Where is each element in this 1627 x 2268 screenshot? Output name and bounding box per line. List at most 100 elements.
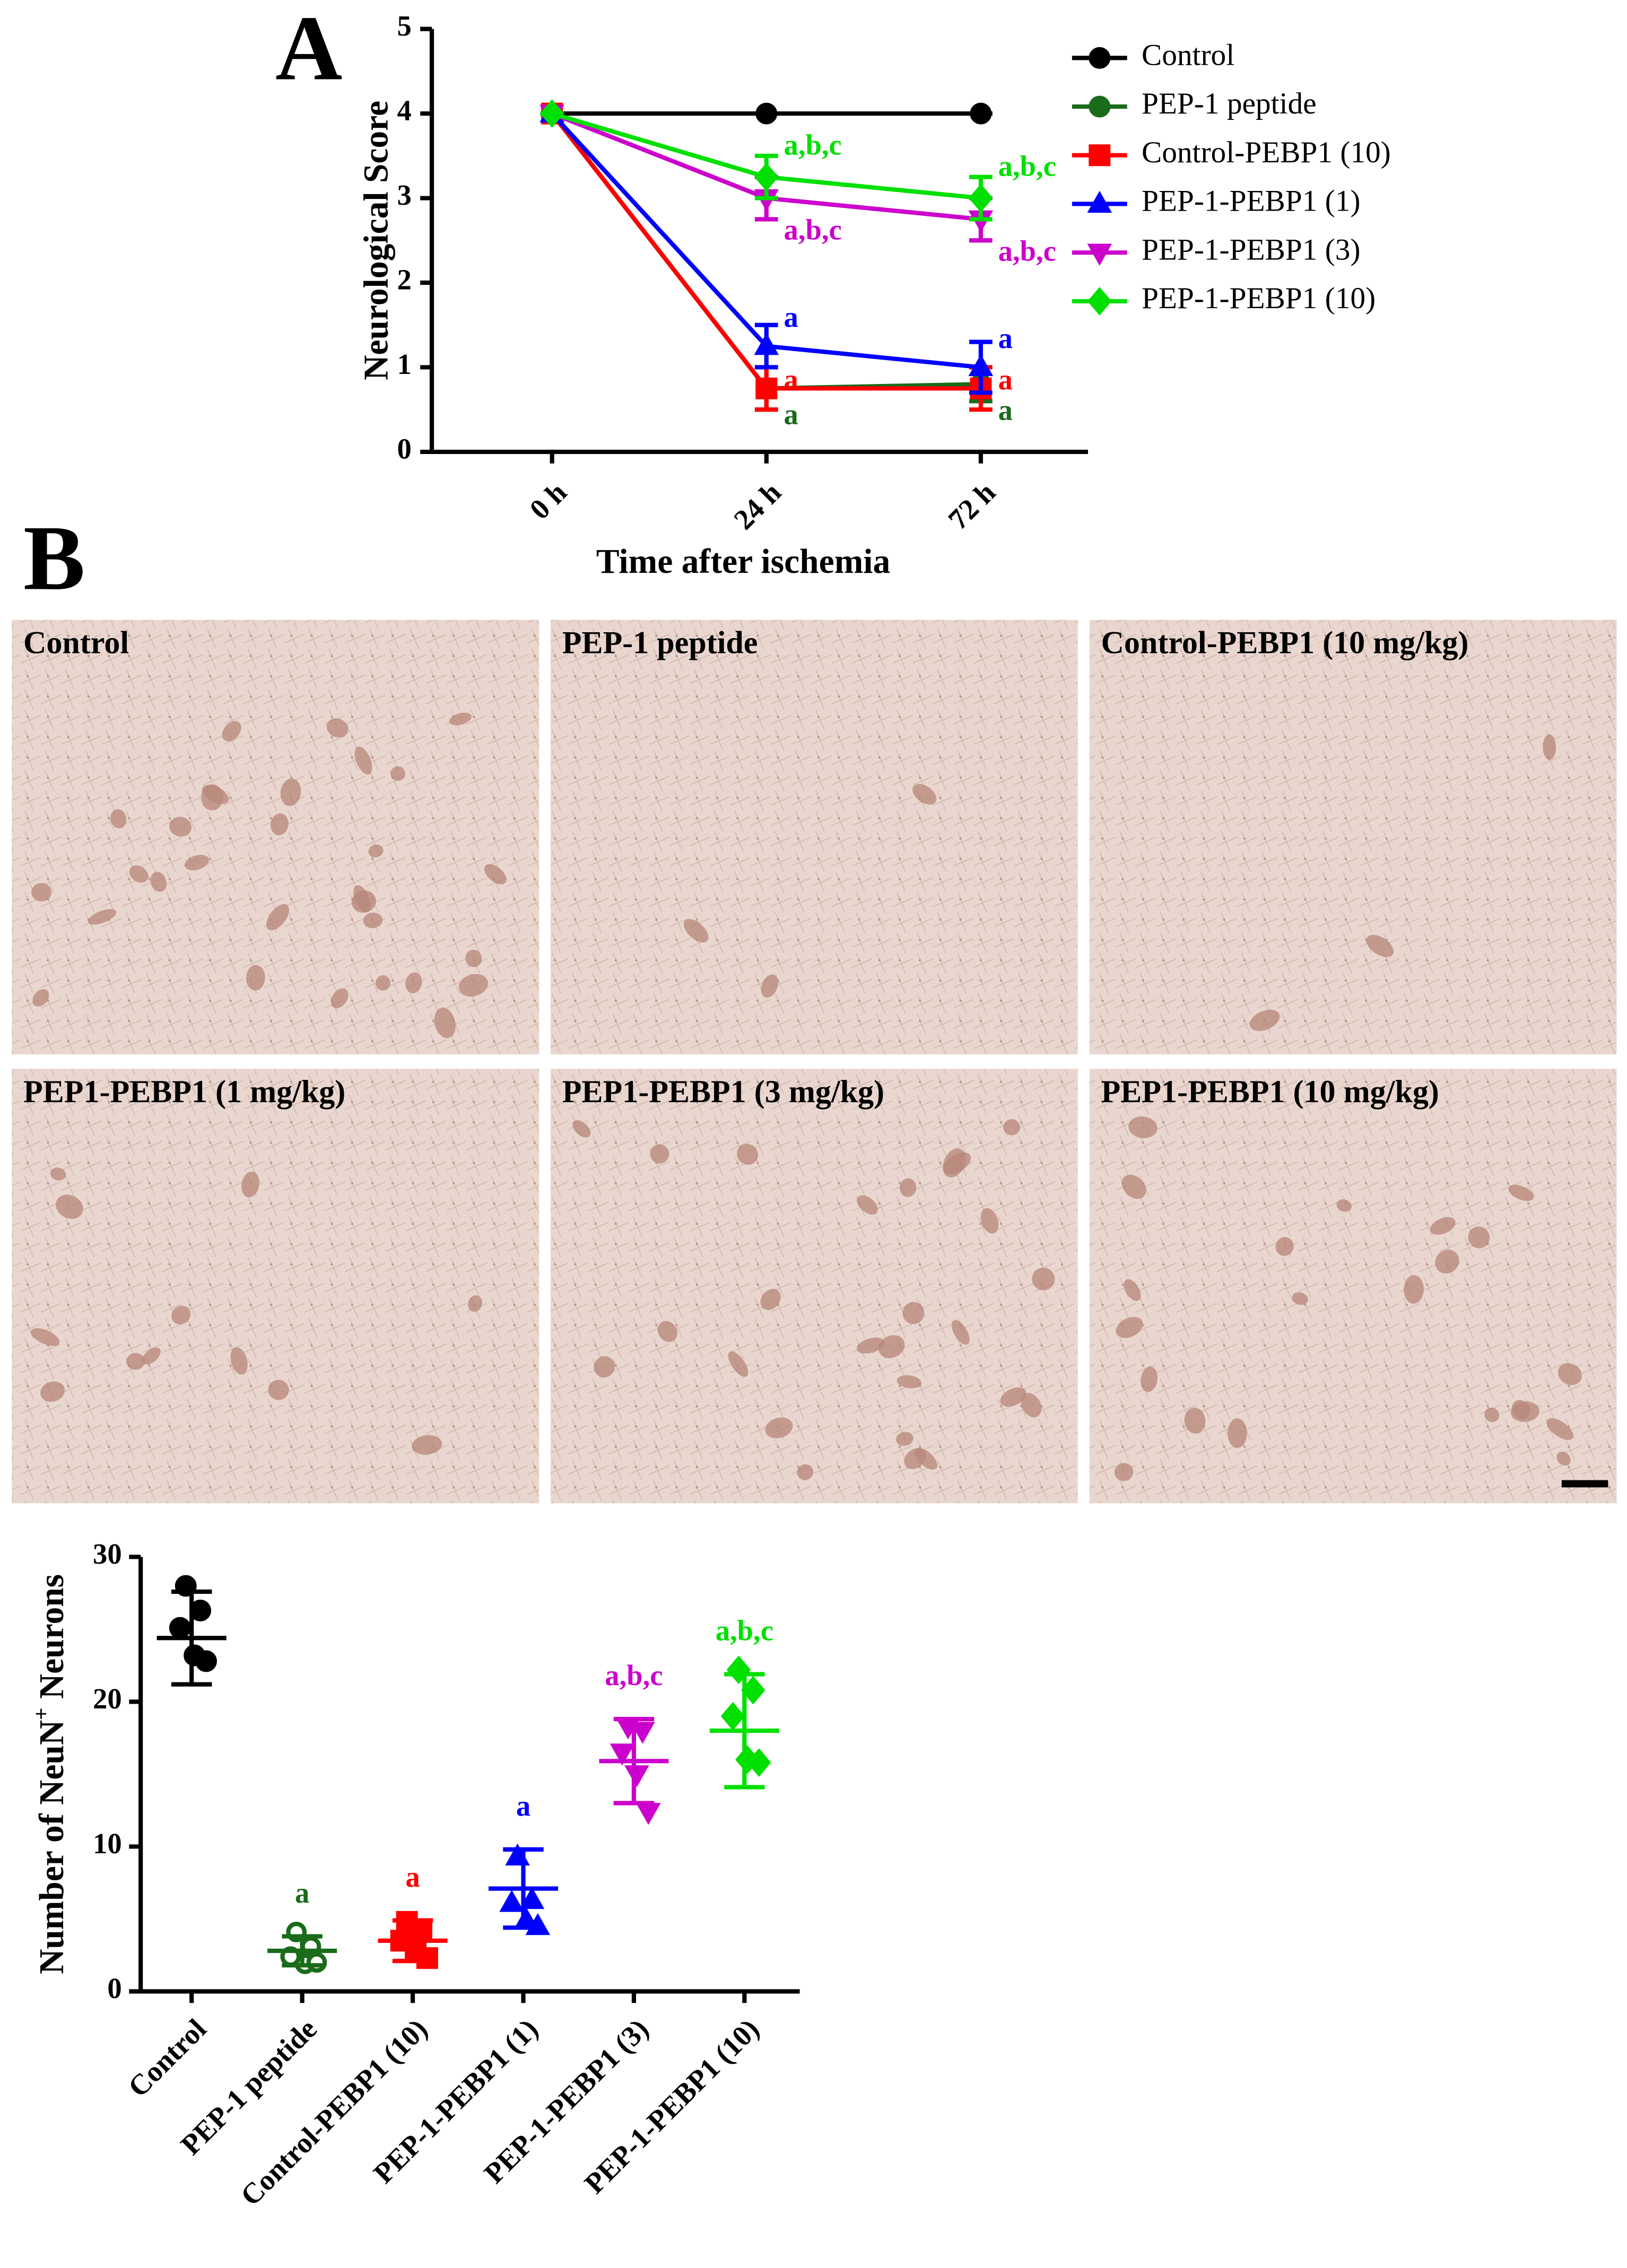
micrograph-label: PEP1-PEBP1 (3 mg/kg) (562, 1074, 884, 1109)
legend-marker (1089, 47, 1111, 69)
neuron (280, 778, 301, 806)
y-tick-label: 2 (397, 264, 411, 296)
neuron (326, 718, 349, 738)
neuron (1121, 1174, 1146, 1199)
neuron (1292, 1292, 1309, 1305)
neuron (1546, 1418, 1573, 1440)
legend-label: PEP-1-PEBP1 (10) (1142, 282, 1376, 315)
significance-label: a (405, 1861, 420, 1893)
data-point (969, 184, 993, 213)
panel-label: B (23, 506, 85, 609)
scale-bar (1561, 1480, 1608, 1488)
legend-marker (1089, 144, 1111, 167)
neuron (1032, 1268, 1055, 1290)
legend-label: PEP-1-PEBP1 (3) (1142, 233, 1361, 266)
significance-label: a (784, 301, 798, 333)
micrograph-image (12, 1069, 540, 1504)
x-axis-label: Time after ischemia (596, 543, 890, 581)
data-point (630, 1722, 655, 1744)
micrograph-label: PEP1-PEBP1 (10 mg/kg) (1101, 1074, 1439, 1109)
y-label-text: Neurons (33, 1574, 71, 1708)
neuron (110, 809, 127, 828)
y-tick-label: 30 (93, 1538, 122, 1570)
data-point (540, 99, 564, 128)
y-tick-label: 0 (397, 432, 411, 465)
neuron (1003, 1119, 1021, 1136)
micrograph: Control-PEBP1 (10 mg/kg) (1089, 620, 1617, 1054)
neuron (657, 1321, 677, 1342)
y-axis-label: Number of NeuN+ Neurons (29, 1574, 71, 1974)
neuron (142, 1347, 161, 1365)
data-point (624, 1765, 649, 1787)
neuron (1468, 1226, 1490, 1249)
micrograph-image (1089, 1069, 1617, 1504)
neuron (980, 1208, 999, 1234)
neuron (736, 1144, 759, 1165)
neuron (31, 1328, 60, 1346)
neuron (241, 1171, 259, 1198)
neuron (246, 965, 265, 991)
data-point (519, 1887, 545, 1909)
neuron (912, 783, 937, 805)
neuron (897, 1375, 922, 1389)
neuron (896, 1432, 913, 1446)
neuron (761, 974, 778, 998)
y-label-superscript: + (29, 1708, 53, 1720)
neuron (354, 746, 372, 775)
neuron (412, 1435, 442, 1455)
significance-label: a (998, 363, 1013, 396)
micrograph-image (550, 620, 1078, 1054)
neuron (857, 1195, 878, 1215)
data-point (970, 102, 992, 125)
neuron (390, 766, 405, 781)
neuron (1275, 1237, 1294, 1256)
significance-label: a,b,c (784, 129, 842, 161)
data-point (746, 1748, 771, 1777)
micrograph-image (12, 620, 540, 1054)
neuron (1021, 1393, 1041, 1418)
neuron (1124, 1279, 1141, 1301)
neuron (943, 1152, 971, 1174)
y-tick-label: 4 (397, 94, 411, 127)
y-tick-label: 3 (397, 179, 411, 211)
significance-label: a,b,c (998, 150, 1056, 182)
neuron (797, 1464, 814, 1480)
micrograph-label: Control (23, 625, 129, 660)
neuron (150, 871, 167, 892)
neuron (31, 883, 52, 902)
neuron (1116, 1316, 1143, 1338)
neuron (376, 975, 390, 991)
neuron (434, 1007, 456, 1039)
neuron (1114, 1463, 1134, 1481)
neuron (951, 1320, 970, 1345)
data-point (195, 1650, 217, 1672)
data-point (755, 102, 778, 125)
neuron (1556, 1451, 1571, 1466)
neuron (1543, 734, 1556, 760)
y-label-text: Number of NeuN (33, 1720, 71, 1974)
legend-label: Control-PEBP1 (10) (1142, 136, 1391, 169)
y-axis-label: Neurological Score (358, 101, 396, 380)
neuron (368, 844, 384, 858)
y-tick-label: 0 (107, 1972, 121, 2004)
y-tick-label: 20 (93, 1682, 122, 1715)
neuron (1558, 1363, 1582, 1385)
significance-label: a,b,c (998, 234, 1056, 267)
data-point (306, 1952, 327, 1973)
legend-marker (1087, 243, 1112, 266)
micrograph: PEP1-PEBP1 (1 mg/kg) (12, 1069, 540, 1504)
significance-label: a (998, 394, 1013, 426)
neuron (904, 1448, 926, 1469)
neuron (405, 972, 422, 993)
micrograph: Control (12, 620, 540, 1054)
neuron (856, 1337, 885, 1354)
panel-label: A (275, 0, 342, 99)
significance-label: a,b,c (784, 214, 842, 246)
data-point (968, 354, 994, 377)
data-point (610, 1743, 635, 1766)
data-point (754, 162, 779, 191)
neuron (683, 919, 709, 943)
micrograph: PEP1-PEBP1 (3 mg/kg) (550, 1069, 1078, 1504)
neuron (468, 1295, 483, 1312)
